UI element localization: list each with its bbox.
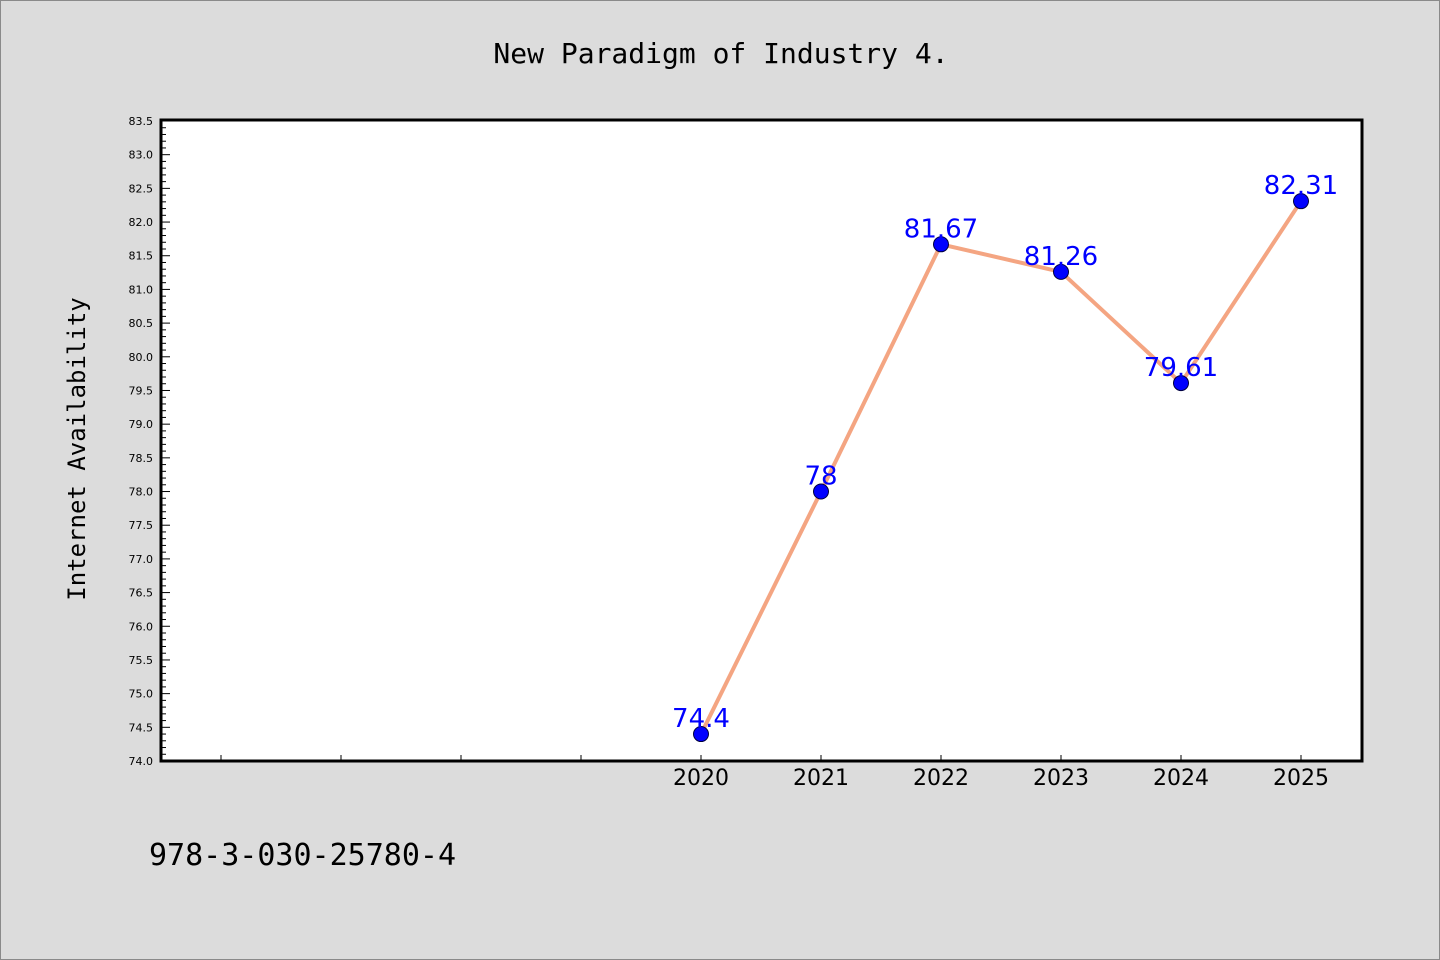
data-label: 81.26 <box>1024 242 1098 272</box>
data-point <box>1053 263 1069 280</box>
x-axis: 2020 2021 2022 2023 2024 2025 <box>220 755 1329 791</box>
data-point <box>693 726 709 743</box>
y-tick-label: 76.0 <box>129 620 154 633</box>
y-tick-label: 76.5 <box>129 587 154 600</box>
y-tick-label: 74.0 <box>129 755 154 768</box>
data-point <box>1293 193 1309 210</box>
y-tick-label: 75.5 <box>129 654 154 667</box>
y-tick-label: 74.5 <box>129 721 154 734</box>
x-tick-label: 2020 <box>673 766 729 791</box>
x-tick-label: 2023 <box>1033 766 1089 791</box>
x-tick-label: 2024 <box>1153 766 1209 791</box>
y-tick-label: 78.0 <box>129 486 154 499</box>
footer-isbn: 978-3-030-25780-4 <box>149 838 456 873</box>
data-label: 78 <box>804 462 837 492</box>
y-tick-label: 83.0 <box>129 149 154 162</box>
y-tick-label: 81.5 <box>129 250 154 263</box>
y-tick-label: 82.0 <box>129 216 154 229</box>
data-label: 79.61 <box>1144 353 1218 383</box>
y-tick-label: 75.0 <box>129 688 154 701</box>
chart-title: New Paradigm of Industry 4. <box>493 37 948 70</box>
plot-area <box>159 118 1364 763</box>
x-tick-label: 2021 <box>793 766 849 791</box>
y-tick-label: 77.5 <box>129 519 154 532</box>
data-label: 81.67 <box>904 214 978 244</box>
y-tick-label: 77.0 <box>129 553 154 566</box>
x-tick-label: 2025 <box>1273 766 1329 791</box>
y-axis: 74.0 74.5 75.0 75.5 76.0 76.5 77.0 77.5 78.0 78.5… <box>129 115 170 768</box>
y-tick-label: 83.5 <box>129 115 154 128</box>
series-layer: 74.4 78 81.67 81.26 79.61 82.31 <box>672 171 1338 743</box>
y-tick-label: 80.5 <box>129 317 154 330</box>
y-tick-label: 79.5 <box>129 384 154 397</box>
data-label: 74.4 <box>672 704 730 734</box>
y-tick-label: 79.0 <box>129 418 154 431</box>
y-axis-label: Internet Availability <box>63 297 91 600</box>
series-line <box>699 199 1303 737</box>
data-point <box>933 236 949 253</box>
y-tick-label: 82.5 <box>129 182 154 195</box>
data-label: 82.31 <box>1264 171 1338 201</box>
data-point <box>813 483 829 500</box>
y-tick-label: 78.5 <box>129 452 154 465</box>
y-tick-label: 80.0 <box>129 351 154 364</box>
y-tick-label: 81.0 <box>129 283 154 296</box>
data-point <box>1173 375 1189 392</box>
x-tick-label: 2022 <box>913 766 969 791</box>
